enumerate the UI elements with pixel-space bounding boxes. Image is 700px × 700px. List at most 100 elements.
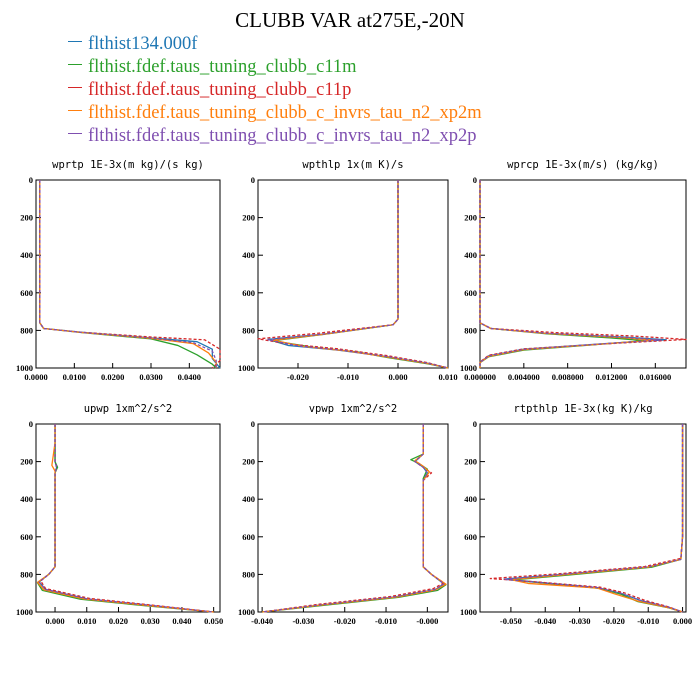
x-tick-label: 0.000 (388, 372, 407, 382)
x-tick-label: -0.020 (603, 616, 625, 626)
legend-item: flthist.fdef.taus_tuning_clubb_c11m (68, 56, 482, 79)
y-tick-label: 0 (29, 175, 33, 185)
x-tick-label: -0.030 (292, 616, 314, 626)
x-tick-label: 0.008000 (552, 372, 584, 382)
series-line-2 (39, 180, 217, 369)
x-tick-label: -0.010 (337, 372, 359, 382)
x-tick-label: -0.050 (500, 616, 522, 626)
panel-1: wprtp 1E-3x(m kg)/(s kg) 0 200 400 600 800 100… (16, 159, 221, 382)
x-tick-label: 0.0200 (101, 372, 124, 382)
legend-label: flthist134.000f (88, 34, 198, 54)
series-line-3 (257, 180, 449, 369)
y-tick-label: 1000 (16, 607, 33, 617)
series-line-5 (39, 180, 217, 368)
x-tick-label: -0.040 (251, 616, 273, 626)
y-tick-label: 400 (242, 250, 255, 260)
y-tick-label: 200 (20, 457, 33, 467)
legend-swatch (68, 110, 82, 112)
series-line-4 (36, 424, 214, 613)
y-tick-label: 1000 (460, 363, 477, 373)
y-tick-label: 800 (20, 325, 33, 335)
y-tick-label: 200 (20, 213, 33, 223)
y-tick-label: 0 (29, 419, 33, 429)
series-line-3 (262, 424, 445, 613)
x-tick-label: 0.020 (109, 616, 128, 626)
y-tick-label: 1000 (238, 363, 255, 373)
x-tick-label: 0.000 (45, 616, 64, 626)
series-line-2 (262, 424, 447, 613)
panel-title: wprtp 1E-3x(m kg)/(s kg) (52, 159, 204, 171)
series-line-4 (262, 424, 447, 613)
y-tick-label: 400 (464, 250, 477, 260)
y-tick-label: 200 (242, 457, 255, 467)
panel-title: wprcp 1E-3x(m/s) (kg/kg) (507, 159, 659, 171)
y-tick-label: 0 (473, 419, 477, 429)
series-line-1 (39, 180, 221, 369)
legend-item: flthist.fdef.taus_tuning_clubb_c_invrs_t… (68, 102, 482, 125)
x-tick-label: -0.010 (637, 616, 659, 626)
legend-swatch (68, 64, 82, 66)
series-line-5 (38, 424, 214, 613)
panel-2: wpthlp 1x(m K)/s 0 200 400 600 800 1000 -0.020 -… (238, 159, 458, 382)
x-tick-label: -0.040 (534, 616, 556, 626)
panel-title: rtpthlp 1E-3x(kg K)/kg (513, 403, 652, 415)
panel-title: upwp 1xm^2/s^2 (84, 403, 173, 415)
y-tick-label: 200 (464, 213, 477, 223)
x-tick-label: -0.020 (287, 372, 309, 382)
x-tick-label: 0.010 (77, 616, 96, 626)
x-tick-label: -0.030 (569, 616, 591, 626)
panel-6: rtpthlp 1E-3x(kg K)/kg 0 200 400 600 800 1000 -… (460, 403, 692, 626)
y-tick-label: 400 (242, 494, 255, 504)
plot-frame (35, 423, 221, 613)
series-line-3 (40, 424, 214, 613)
y-tick-label: 600 (242, 532, 255, 542)
series-line-1 (262, 424, 445, 613)
series-line-4 (272, 180, 449, 369)
x-tick-label: 0.010 (438, 372, 457, 382)
panel-title: vpwp 1xm^2/s^2 (309, 403, 398, 415)
series-line-4 (510, 424, 684, 613)
x-tick-label: -0.020 (334, 616, 356, 626)
series-line-2 (479, 180, 646, 368)
panel-title: wpthlp 1x(m K)/s (302, 159, 403, 171)
legend-swatch (68, 41, 82, 43)
legend-swatch (68, 87, 82, 89)
y-tick-label: 1000 (238, 607, 255, 617)
y-tick-label: 800 (242, 325, 255, 335)
series-line-2 (272, 180, 449, 369)
x-tick-label: 0.016000 (639, 372, 671, 382)
x-tick-label: 0.0000 (24, 372, 47, 382)
x-tick-label: 0.0400 (178, 372, 201, 382)
plot-frame (479, 423, 687, 613)
legend-item: flthist.fdef.taus_tuning_clubb_c11p (68, 79, 482, 102)
y-tick-label: 800 (20, 569, 33, 579)
y-tick-label: 0 (473, 175, 477, 185)
legend-label: flthist.fdef.taus_tuning_clubb_c11p (88, 80, 352, 100)
y-tick-label: 1000 (460, 607, 477, 617)
panel-3: wprcp 1E-3x(m/s) (kg/kg) 0 200 400 600 800 100… (460, 159, 687, 382)
series-line-4 (39, 180, 217, 368)
series-line-5 (267, 180, 449, 369)
legend: flthist134.000f flthist.fdef.taus_tuning… (68, 33, 482, 148)
series-line-3 (39, 180, 221, 369)
plot-frame (257, 179, 449, 369)
y-tick-label: 600 (242, 288, 255, 298)
x-tick-label: 0.040 (172, 616, 191, 626)
x-tick-label: 0.000 (673, 616, 692, 626)
series-line-5 (479, 180, 662, 368)
legend-label: flthist.fdef.taus_tuning_clubb_c11m (88, 57, 357, 77)
plot-frame (35, 179, 221, 369)
x-tick-label: 0.004000 (508, 372, 540, 382)
panel-4: upwp 1xm^2/s^2 0 200 400 600 800 1000 0.000 0.01… (16, 403, 223, 626)
legend-item: flthist134.000f (68, 33, 482, 56)
panel-5: vpwp 1xm^2/s^2 0 200 400 600 800 1000-0.040 -0.… (238, 403, 449, 626)
y-tick-label: 600 (20, 532, 33, 542)
series-line-2 (36, 424, 214, 613)
x-tick-label: 0.050 (204, 616, 223, 626)
y-tick-label: 0 (251, 175, 255, 185)
x-tick-label: -0.010 (375, 616, 397, 626)
y-tick-label: 400 (464, 494, 477, 504)
y-tick-label: 1000 (16, 363, 33, 373)
y-tick-label: 600 (464, 532, 477, 542)
